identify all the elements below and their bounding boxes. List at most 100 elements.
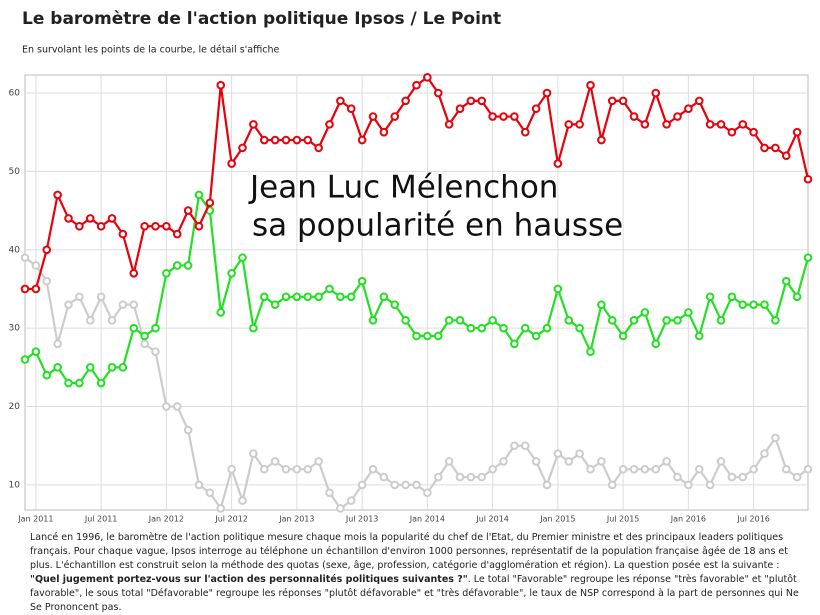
point xyxy=(390,300,400,309)
annotation: sa popularité en hausse xyxy=(252,208,623,244)
point xyxy=(140,331,149,341)
point xyxy=(368,316,378,325)
point xyxy=(314,143,323,153)
point xyxy=(694,96,704,106)
point xyxy=(727,472,737,482)
point xyxy=(531,331,541,341)
point xyxy=(531,457,541,466)
point xyxy=(803,253,813,262)
footnote: Lancé en 1996, le baromètre de l'action … xyxy=(30,531,800,615)
point xyxy=(433,472,443,482)
point xyxy=(151,323,160,333)
x-tick-label: Jan 2013 xyxy=(278,515,314,524)
point xyxy=(227,159,236,168)
point xyxy=(542,88,552,98)
point xyxy=(423,488,432,498)
point xyxy=(466,472,476,482)
point xyxy=(749,464,758,474)
point xyxy=(727,127,737,137)
point xyxy=(64,214,73,223)
point xyxy=(216,504,226,513)
point xyxy=(705,120,715,129)
point xyxy=(684,480,693,490)
point xyxy=(238,496,247,505)
point xyxy=(53,363,62,372)
point xyxy=(423,73,432,82)
point xyxy=(662,120,671,129)
point xyxy=(542,323,552,333)
point xyxy=(281,464,291,474)
point xyxy=(249,323,258,333)
point xyxy=(738,472,748,482)
point xyxy=(455,104,465,114)
y-tick-label: 10 xyxy=(9,480,21,490)
x-tick-label: Jul 2012 xyxy=(214,515,248,524)
point xyxy=(618,331,628,341)
point xyxy=(336,96,345,106)
point xyxy=(716,120,726,129)
point xyxy=(325,284,334,294)
point xyxy=(781,464,791,474)
point xyxy=(303,464,313,474)
point xyxy=(75,378,84,388)
x-tick-label: Jan 2011 xyxy=(17,515,53,524)
point xyxy=(412,480,421,490)
point xyxy=(792,292,802,302)
point xyxy=(249,120,258,129)
point xyxy=(292,135,302,145)
point xyxy=(455,316,465,325)
point xyxy=(510,112,519,121)
point xyxy=(597,135,606,145)
point xyxy=(379,127,389,137)
point xyxy=(586,80,595,90)
point xyxy=(488,316,497,325)
point xyxy=(412,80,421,90)
point xyxy=(499,112,508,121)
point xyxy=(379,292,389,302)
x-tick-label: Jan 2012 xyxy=(148,515,184,524)
point xyxy=(259,464,269,474)
point xyxy=(96,378,106,388)
y-tick-label: 20 xyxy=(9,402,21,412)
point xyxy=(259,135,269,145)
point xyxy=(412,331,421,341)
point xyxy=(357,480,367,490)
point xyxy=(586,464,595,474)
point xyxy=(705,292,715,302)
point xyxy=(31,347,41,356)
point xyxy=(20,253,30,262)
point xyxy=(183,425,193,435)
point xyxy=(401,480,410,490)
point xyxy=(336,292,345,302)
chart: Le baromètre de l'action politique Ipsos… xyxy=(9,9,813,524)
point xyxy=(270,457,280,466)
point xyxy=(499,323,508,333)
point xyxy=(281,135,291,145)
y-tick-label: 50 xyxy=(9,167,21,177)
point xyxy=(401,316,410,325)
point xyxy=(564,457,574,466)
point xyxy=(303,135,313,145)
point xyxy=(781,276,791,286)
point xyxy=(281,292,291,302)
point xyxy=(20,284,30,294)
point xyxy=(368,112,378,121)
point xyxy=(553,449,563,458)
point xyxy=(270,300,280,309)
point xyxy=(151,347,160,356)
point xyxy=(771,143,780,153)
point xyxy=(249,449,258,458)
point xyxy=(673,316,682,325)
point xyxy=(423,331,432,341)
y-tick-label: 40 xyxy=(9,245,21,255)
point xyxy=(401,96,410,106)
point xyxy=(292,464,302,474)
point xyxy=(259,292,269,302)
point xyxy=(684,104,693,114)
point xyxy=(118,300,128,309)
point xyxy=(183,206,193,215)
point xyxy=(325,120,334,129)
point xyxy=(771,433,780,443)
point xyxy=(314,457,323,466)
x-tick-label: Jan 2016 xyxy=(670,515,706,524)
